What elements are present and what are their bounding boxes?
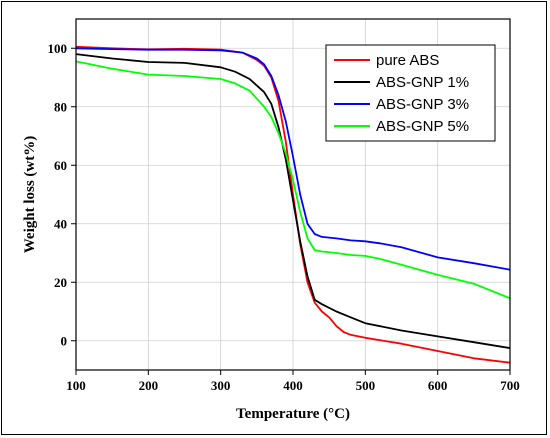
y-tick-label: 80	[54, 99, 67, 114]
x-tick-label: 200	[139, 378, 159, 393]
y-tick-label: 100	[48, 41, 68, 56]
y-tick-label: 20	[54, 275, 67, 290]
x-tick-label: 500	[356, 378, 376, 393]
series-line-2	[75, 53, 511, 349]
y-tick-label: 40	[54, 216, 67, 231]
y-axis-title: Weight loss (wt%)	[22, 136, 38, 254]
x-tick-label: 400	[283, 378, 303, 393]
series-lines	[75, 45, 511, 364]
legend-label: ABS-GNP 5%	[376, 118, 469, 135]
series-line-3	[75, 47, 511, 271]
legend: pure ABS ABS-GNP 1% ABS-GNP 3% ABS-GNP 5%	[325, 44, 496, 142]
y-tick-label: 0	[61, 333, 68, 348]
x-tick-label: 300	[211, 378, 231, 393]
x-axis-title: Temperature (°C)	[236, 406, 350, 422]
axis-ticks: 100 200 300 400 500 600 700 0 20 40 60 80 100	[48, 41, 520, 393]
x-tick-label: 100	[66, 378, 86, 393]
legend-label: ABS-GNP 3%	[376, 96, 469, 113]
x-tick-label: 600	[428, 378, 448, 393]
y-tick-label: 60	[54, 158, 67, 173]
legend-label: ABS-GNP 1%	[376, 74, 469, 91]
legend-label: pure ABS	[376, 52, 439, 69]
x-tick-label: 700	[500, 378, 520, 393]
series-line-4	[75, 60, 511, 300]
